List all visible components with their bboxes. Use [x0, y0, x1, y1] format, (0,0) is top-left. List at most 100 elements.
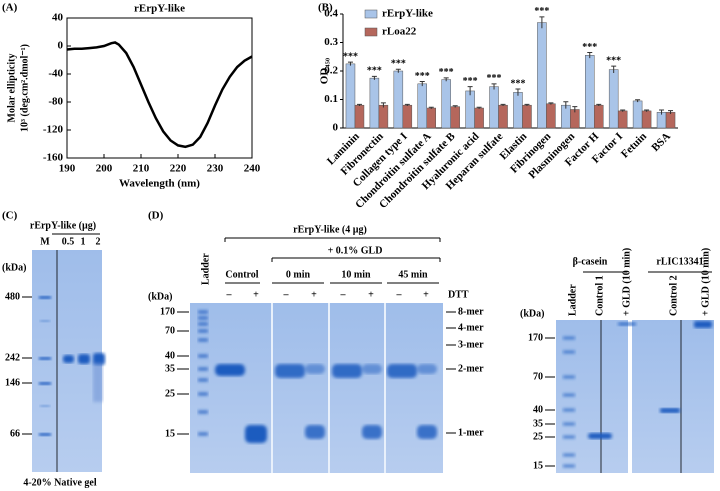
band — [305, 364, 325, 374]
oligomer: 8-mer — [458, 306, 484, 317]
error-bar — [452, 105, 458, 108]
significance: *** — [606, 55, 621, 66]
error-bar — [620, 109, 626, 112]
marker-arrow — [177, 311, 189, 435]
band — [39, 296, 51, 299]
bar — [594, 104, 604, 129]
bar — [426, 107, 436, 129]
gel-e: β-casein rLIC13341 Ladder Control 1 + GL… — [520, 248, 714, 473]
band — [39, 382, 51, 385]
legend-label: rErpY-like — [382, 8, 433, 20]
error-bar — [395, 68, 401, 73]
dtt-sign: + — [368, 289, 374, 300]
bar — [632, 100, 643, 129]
dtt-sign: + — [311, 289, 317, 300]
ladder-bands — [563, 337, 575, 467]
error-bar — [419, 81, 425, 87]
marker: 40 — [533, 404, 543, 415]
error-bar — [587, 51, 593, 59]
band — [39, 357, 51, 360]
bar — [465, 90, 475, 129]
band — [362, 364, 382, 374]
lane-label: 0 min — [286, 269, 311, 280]
panel-label: (A) — [2, 2, 18, 14]
bar — [417, 83, 427, 129]
gel-d: rErpY-like (4 µg) + 0.1% GLD Ladder Cont… — [148, 224, 484, 473]
oligomer: 4-mer — [458, 322, 484, 333]
lane-label: 1 — [81, 236, 86, 247]
error-bar — [491, 83, 497, 90]
error-bar — [596, 103, 602, 107]
error-bar — [524, 103, 530, 107]
y-tick-label: 0 — [58, 40, 64, 52]
bar — [378, 104, 389, 129]
bracket — [224, 237, 441, 242]
significance: *** — [463, 76, 478, 87]
gel-title: rErpY-like (4 µg) — [293, 224, 367, 235]
bar — [474, 107, 484, 129]
band — [417, 364, 437, 374]
panel-label: (C) — [2, 210, 18, 222]
bar — [450, 106, 460, 129]
error-bar — [347, 61, 353, 66]
dtt-sign: – — [283, 289, 290, 300]
marker: 35 — [165, 363, 175, 374]
marker: 15 — [533, 460, 543, 471]
treatment: + 0.1% GLD — [328, 245, 383, 256]
marker: 25 — [165, 388, 175, 399]
panel-label: (B) — [318, 2, 333, 14]
y-tick-label: 0 — [333, 122, 339, 134]
legend-swatch — [364, 27, 378, 37]
lane-label: Ladder — [200, 253, 211, 285]
bar — [498, 104, 508, 129]
oligomer: 3-mer — [458, 339, 484, 350]
x-tick-label: 210 — [133, 163, 150, 175]
band — [63, 355, 74, 363]
y-axis-label: Molar ellipticity — [6, 54, 17, 123]
dtt-sign: – — [226, 289, 233, 300]
y-tick-label: -120 — [43, 124, 64, 136]
bar — [441, 79, 451, 129]
y-tick-label: 0.1 — [324, 93, 338, 105]
plot-frame — [66, 17, 253, 159]
bar — [641, 110, 652, 129]
bar — [345, 63, 356, 129]
significance: *** — [343, 51, 358, 62]
error-bar — [611, 65, 617, 73]
dtt-label: DTT — [448, 289, 469, 300]
band — [362, 425, 382, 439]
significance: *** — [439, 67, 454, 78]
significance: *** — [367, 66, 382, 77]
bar — [585, 55, 595, 129]
marker: 170 — [528, 332, 543, 343]
y-tick-label: -160 — [43, 152, 64, 164]
error-bar — [659, 109, 665, 115]
dtt-sign: – — [340, 289, 347, 300]
unit: (kDa) — [148, 291, 172, 302]
lane-label: 2 — [96, 236, 101, 247]
bar — [369, 77, 380, 129]
oligomer: 2-mer — [458, 363, 484, 374]
lane-label: + GLD (10 min) — [700, 248, 711, 316]
x-tick-label: Fetuin — [619, 130, 649, 160]
marker: 66 — [10, 428, 20, 439]
caption: 4-20% Native gel — [23, 477, 97, 488]
error-bar — [467, 86, 473, 96]
bar — [537, 22, 547, 129]
legend-swatch — [364, 9, 378, 19]
marker: 70 — [533, 371, 543, 382]
unit: (kDa) — [520, 308, 544, 319]
significance: *** — [582, 42, 597, 53]
lane-label: 0.5 — [62, 236, 75, 247]
marker: 25 — [533, 431, 543, 442]
significance: *** — [415, 71, 430, 82]
significance: *** — [487, 73, 502, 84]
marker: 480 — [5, 291, 20, 302]
lane-label: Control 1 — [594, 275, 605, 316]
ladder-bands — [198, 310, 208, 436]
error-bar — [563, 101, 569, 109]
band — [39, 433, 51, 436]
lane-label: Control — [225, 269, 258, 280]
error-bar — [404, 103, 410, 107]
